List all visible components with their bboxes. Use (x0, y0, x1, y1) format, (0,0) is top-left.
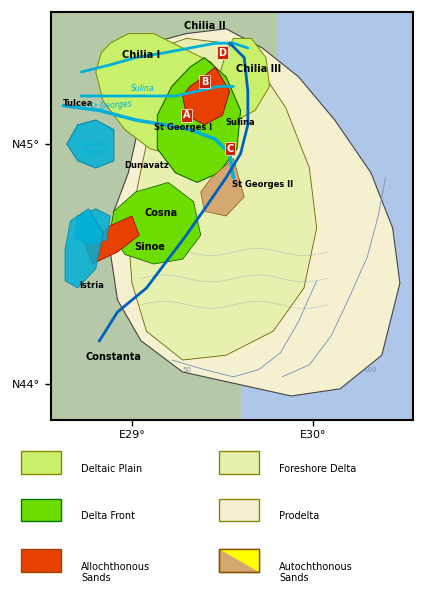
Text: B: B (201, 77, 208, 86)
Text: Constanta: Constanta (86, 352, 142, 362)
FancyBboxPatch shape (21, 549, 61, 572)
Text: St Georges I: St Georges I (154, 122, 212, 131)
Text: Deltaic Plain: Deltaic Plain (81, 464, 142, 474)
Text: Chilia II: Chilia II (184, 21, 225, 31)
Text: Sulina: Sulina (131, 84, 155, 93)
FancyBboxPatch shape (218, 499, 259, 521)
Text: Cosna: Cosna (144, 208, 178, 218)
Polygon shape (110, 182, 201, 264)
Text: Istria: Istria (80, 281, 104, 290)
Polygon shape (51, 12, 241, 420)
Polygon shape (219, 38, 269, 120)
Text: Delta Front: Delta Front (81, 511, 135, 521)
Polygon shape (218, 549, 259, 572)
Text: St Georges: St Georges (89, 100, 132, 112)
Text: C: C (226, 144, 233, 154)
Polygon shape (110, 29, 400, 396)
FancyBboxPatch shape (218, 451, 259, 473)
Polygon shape (67, 120, 114, 168)
Polygon shape (51, 12, 277, 72)
Text: Razelm
lagoon: Razelm lagoon (83, 142, 109, 155)
Text: St Georges II: St Georges II (232, 180, 293, 189)
FancyBboxPatch shape (21, 499, 61, 521)
Text: Prodelta: Prodelta (279, 511, 320, 521)
Polygon shape (157, 58, 241, 182)
Text: D: D (218, 48, 226, 58)
Text: 100: 100 (364, 367, 377, 373)
Text: Dunavatz: Dunavatz (124, 161, 169, 170)
Text: Allochthonous
Sands: Allochthonous Sands (81, 562, 150, 583)
Text: Tulcea: Tulcea (62, 98, 93, 107)
Text: Autochthonous
Sands: Autochthonous Sands (279, 562, 353, 583)
Polygon shape (128, 38, 317, 360)
Text: Sinoe: Sinoe (135, 242, 165, 251)
FancyBboxPatch shape (218, 549, 259, 572)
Polygon shape (65, 209, 103, 288)
Text: Chilia III: Chilia III (236, 64, 281, 74)
Polygon shape (96, 34, 226, 156)
Text: Sulina: Sulina (226, 118, 256, 127)
FancyBboxPatch shape (21, 451, 61, 473)
Text: A: A (183, 110, 190, 120)
Text: Foreshore Delta: Foreshore Delta (279, 464, 357, 474)
Polygon shape (183, 67, 230, 125)
Text: Sinoe
Lagoon: Sinoe Lagoon (76, 216, 101, 229)
Text: 50: 50 (183, 367, 192, 373)
Polygon shape (201, 158, 244, 216)
Text: Chilia I: Chilia I (122, 50, 160, 59)
Polygon shape (74, 209, 110, 245)
Polygon shape (85, 216, 139, 264)
